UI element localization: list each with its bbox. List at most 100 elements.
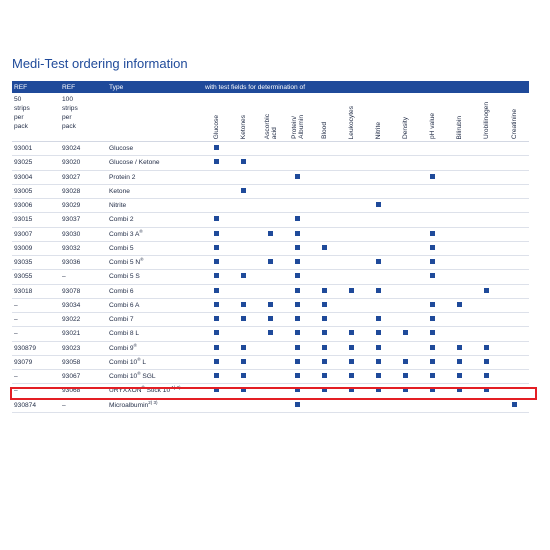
test-cell [392,269,419,285]
test-cell [230,341,257,356]
test-cell [311,312,338,328]
test-header: Ascorbic acid [257,93,284,142]
type-footnote: 1) 2) [170,385,181,391]
test-mark-square [457,373,462,379]
test-cell [230,326,257,342]
ref-50-cell: 93025 [12,155,60,171]
test-mark-square [512,401,518,407]
test-cell [473,255,500,271]
test-mark-square [403,330,408,336]
ref-50-cell: 930879 [12,341,60,356]
type-superscript: 2) 3) [148,399,158,405]
test-cell [203,155,230,171]
test-cell [257,269,284,285]
test-cell [500,184,530,200]
test-cell [257,170,284,185]
test-cell [311,155,338,171]
test-mark-square [430,330,435,336]
ref-100-cell: 93030 [60,227,107,242]
test-cell [338,212,365,228]
test-cell [446,284,473,299]
test-mark-square [457,387,462,393]
test-mark-square [430,373,435,379]
ref-50-cell: 93004 [12,170,60,185]
test-cell [338,269,365,285]
test-cell [203,241,230,257]
test-cell [257,355,284,371]
test-cell [392,341,419,356]
test-cell [446,369,473,385]
type-cell: Protein 2 [107,170,203,185]
ref-100-cell: 93024 [60,141,107,157]
test-cell [284,298,311,314]
test-cell [446,141,473,157]
test-cell [419,284,446,299]
test-cell [365,326,392,342]
test-cell [311,227,338,242]
test-mark-square [214,287,219,293]
test-cell [500,155,530,171]
type-superscript: ® [139,228,143,234]
test-cell [230,241,257,257]
test-cell [392,170,419,185]
test-mark-square [295,373,300,379]
test-cell [365,141,392,157]
test-cell [203,398,230,413]
test-cell [338,369,365,385]
test-cell [257,141,284,157]
test-mark-square [214,145,219,151]
test-mark-square [295,173,300,179]
test-mark-square [295,259,300,265]
test-cell [338,184,365,200]
test-cell [311,184,338,200]
test-header: Protein/ Albumin [284,93,311,142]
test-cell [284,398,311,413]
header-row: REF REF Type with test fields for determ… [12,81,530,93]
ordering-table: REF REF Type with test fields for determ… [12,81,530,413]
test-cell [203,326,230,342]
table-row: –93021 Combi 8 L [12,326,530,342]
table-row: 93079 93058 Combi 10® L [12,355,530,371]
col-header-ref-50: REF [12,81,60,93]
test-cell [230,155,257,171]
test-cell [311,369,338,385]
test-cell [446,269,473,285]
test-mark-square [403,358,408,364]
test-cell [365,241,392,257]
test-header: Blood [311,93,338,142]
test-cell [446,155,473,171]
test-cell [365,184,392,200]
test-cell [311,383,338,399]
test-header-label: Bilirubin [456,115,463,139]
test-cell [284,355,311,371]
test-cell [338,326,365,342]
test-cell [365,227,392,242]
test-cell [257,198,284,214]
test-cell [203,341,230,356]
test-cell [392,398,419,413]
test-cell [392,155,419,171]
test-header-label: Density [402,117,409,139]
ref-100-cell: 93067 [60,369,107,385]
test-cell [500,284,530,299]
test-cell [365,298,392,314]
test-mark-square [268,230,273,236]
test-mark-square [349,287,354,293]
test-cell [230,398,257,413]
ref-100-sub-line: strips [62,105,78,112]
ref-50-cell: 93079 [12,355,60,371]
ref-100-cell: 93029 [60,198,107,214]
test-cell [230,369,257,385]
test-mark-square [457,344,462,350]
test-cell [257,284,284,299]
test-cell [338,398,365,413]
table-row: 93018 93078 Combi 6 [12,284,530,299]
test-cell [446,355,473,371]
ref-50-sub-line: 50 [14,96,22,103]
type-cell: URYXXON® Stick 10 1) 2) [107,383,203,399]
type-cell: Glucose / Ketone [107,155,203,171]
test-cell [230,141,257,157]
test-cell [311,241,338,257]
test-cell [230,227,257,242]
test-mark-square [322,330,327,336]
